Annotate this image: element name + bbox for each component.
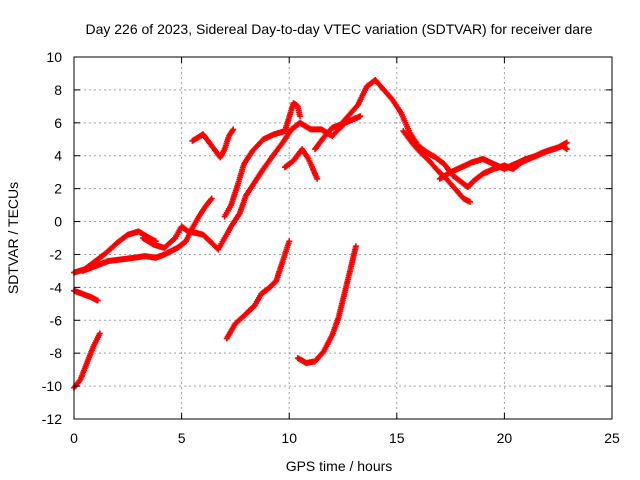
y-tick-label: 2 xyxy=(54,181,62,197)
y-tick-label: -12 xyxy=(42,411,62,427)
chart-title: Day 226 of 2023, Sidereal Day-to-day VTE… xyxy=(85,21,592,37)
x-tick-label: 15 xyxy=(389,430,405,446)
series-arc-8 xyxy=(400,128,473,205)
series-arc-9 xyxy=(436,139,570,182)
data-points xyxy=(221,100,303,220)
axis-ticks: 0 5 10 15 20 25 -12 -10 -8 -6 -4 -2 0 2 4 6 8 10 xyxy=(42,49,620,446)
series-arc-4 xyxy=(189,126,237,161)
data-points xyxy=(436,139,570,182)
data-points xyxy=(294,243,359,367)
data-points xyxy=(400,128,473,205)
series-arc-11 xyxy=(71,330,103,391)
series-arc-6 xyxy=(281,146,321,182)
series-arc-3 xyxy=(139,113,364,253)
plot-frame xyxy=(73,56,613,420)
y-tick-label: 10 xyxy=(46,49,62,65)
y-tick-label: -6 xyxy=(50,312,63,328)
y-tick-label: -2 xyxy=(50,246,63,262)
x-tick-label: 20 xyxy=(497,430,513,446)
data-points xyxy=(139,113,364,253)
data-points xyxy=(71,330,103,391)
y-tick-label: -8 xyxy=(50,345,63,361)
series-arc-5 xyxy=(221,100,303,220)
data-points xyxy=(281,146,321,182)
series-arc-2 xyxy=(79,195,215,274)
data-marks xyxy=(71,77,570,391)
x-tick-label: 0 xyxy=(70,430,78,446)
series-arc-12 xyxy=(223,238,293,342)
data-points xyxy=(189,126,237,161)
x-tick-label: 5 xyxy=(178,430,186,446)
x-tick-label: 25 xyxy=(604,430,620,446)
data-points xyxy=(223,238,293,342)
y-tick-label: 0 xyxy=(54,214,62,230)
y-axis-title: SDTVAR / TECUs xyxy=(5,182,21,294)
x-axis-title: GPS time / hours xyxy=(286,458,393,474)
y-tick-label: -4 xyxy=(50,279,63,295)
data-points xyxy=(79,195,215,274)
y-tick-label: 4 xyxy=(54,148,62,164)
series-arc-10 xyxy=(71,287,101,304)
y-tick-label: -10 xyxy=(42,378,62,394)
y-tick-label: 8 xyxy=(54,82,62,98)
data-points xyxy=(71,287,101,304)
y-tick-label: 6 xyxy=(54,115,62,131)
x-tick-label: 10 xyxy=(281,430,297,446)
series-arc-13 xyxy=(294,243,359,367)
